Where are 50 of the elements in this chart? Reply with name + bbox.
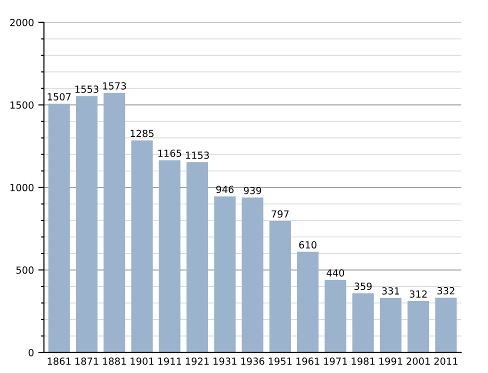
x-tick-label: 1871 xyxy=(75,358,98,365)
data-label: 332 xyxy=(437,287,454,294)
data-label: 939 xyxy=(244,186,262,194)
bar xyxy=(324,280,346,352)
x-tick-label: 1901 xyxy=(130,358,154,365)
bar xyxy=(104,92,126,352)
y-tick-label: 1000 xyxy=(10,184,34,192)
x-tick-label: 2001 xyxy=(406,358,430,365)
y-tick-label: 500 xyxy=(16,266,34,274)
data-label: 797 xyxy=(272,210,289,218)
x-tick-label: 1881 xyxy=(103,358,126,365)
bar xyxy=(158,160,180,352)
data-label: 1573 xyxy=(103,82,126,90)
x-tick-label: 1936 xyxy=(241,358,264,365)
data-label: 1507 xyxy=(48,93,71,100)
y-tick-label: 0 xyxy=(28,348,34,356)
x-tick-label: 1971 xyxy=(324,358,347,365)
data-label: 610 xyxy=(299,241,316,249)
data-label: 1165 xyxy=(158,150,182,157)
data-label: 331 xyxy=(382,287,400,295)
bar xyxy=(435,298,457,352)
x-tick-label: 2011 xyxy=(434,358,458,365)
data-label: 312 xyxy=(410,290,427,298)
x-tick-label: 1961 xyxy=(296,358,320,365)
data-label: 359 xyxy=(354,282,372,290)
bar xyxy=(408,300,430,352)
x-tick-label: 1981 xyxy=(352,358,375,365)
data-label: 1553 xyxy=(75,86,98,93)
bar xyxy=(297,252,319,352)
bar xyxy=(48,104,70,352)
y-tick-label: 2000 xyxy=(10,18,34,26)
x-tick-label: 1931 xyxy=(214,358,236,365)
data-label: 1285 xyxy=(130,130,154,138)
x-tick-label: 1861 xyxy=(48,358,71,365)
bar xyxy=(186,162,208,352)
bar xyxy=(242,198,264,352)
x-tick-label: 1951 xyxy=(268,358,292,365)
bar xyxy=(76,96,98,352)
x-tick-label: 1921 xyxy=(186,358,209,365)
bar xyxy=(380,298,402,352)
x-tick-label: 1911 xyxy=(158,358,182,365)
y-tick-label: 1500 xyxy=(10,101,34,109)
data-label: 946 xyxy=(216,186,234,194)
bar xyxy=(131,140,153,352)
data-label: 440 xyxy=(326,269,344,277)
bar xyxy=(214,196,236,352)
bar xyxy=(269,220,291,352)
bar xyxy=(352,293,374,352)
data-label: 1153 xyxy=(186,152,209,159)
x-tick-label: 1991 xyxy=(379,358,402,365)
